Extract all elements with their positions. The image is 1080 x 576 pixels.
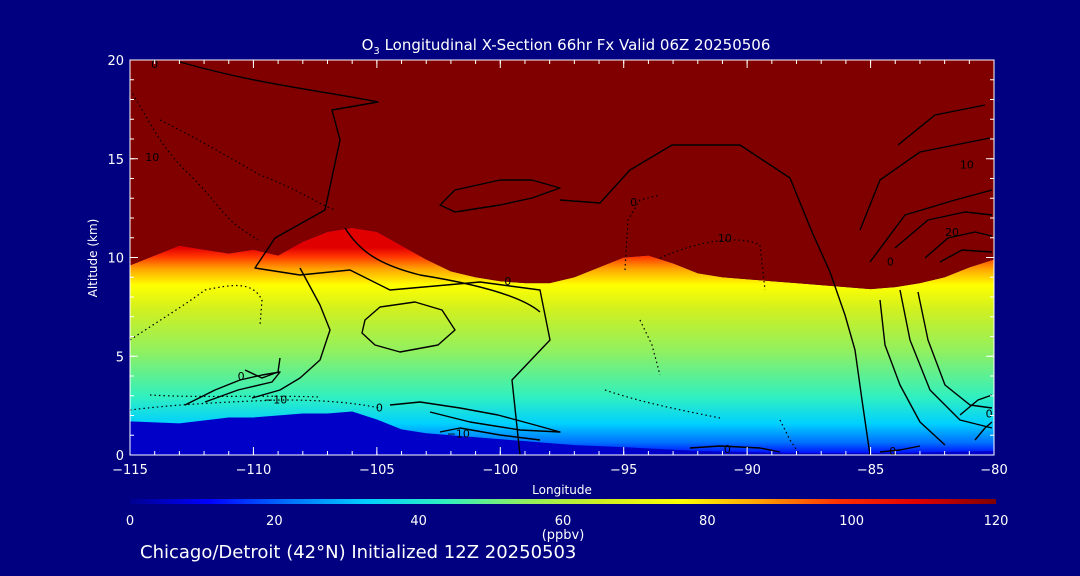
x-tick-label: −105 [359, 463, 395, 478]
x-tick-label: −115 [112, 463, 148, 478]
y-tick-label: 5 [116, 350, 124, 365]
x-axis-label: Longitude [532, 483, 592, 497]
contour-label: 0 [724, 443, 731, 456]
contour-line [939, 249, 993, 263]
colorbar-label: (ppbv) [542, 528, 585, 543]
contour-line [439, 427, 541, 441]
ozone-anomaly-contours [179, 61, 993, 455]
contour-label: 0 [238, 370, 245, 383]
colorbar-tick-label: 120 [984, 514, 1009, 529]
contour-label: 10 [718, 232, 732, 245]
contour-line [894, 211, 993, 249]
contour-label: 10 [145, 151, 159, 164]
x-tick-label: −110 [236, 463, 272, 478]
contour-line [689, 445, 781, 453]
contour-line [899, 289, 993, 429]
colorbar-tick-label: 80 [699, 514, 716, 529]
y-tick-label: 15 [107, 153, 124, 168]
colorbar-tick-label: 40 [410, 514, 427, 529]
contour-line [924, 231, 993, 259]
contour-line [439, 179, 561, 213]
title-species-subscript: 3 [373, 46, 379, 57]
y-tick-label: 10 [107, 252, 124, 267]
y-tick-label: 20 [107, 54, 124, 69]
contour-line [639, 319, 661, 376]
contour-line [149, 394, 321, 398]
x-tick-label: −95 [610, 463, 637, 478]
colorbar-tick-label: 100 [839, 514, 864, 529]
contour-label: 0 [887, 255, 894, 268]
contour-line [244, 357, 281, 379]
contour-label: 10 [960, 159, 974, 172]
contour-line [869, 189, 993, 263]
contour-label: −10 [264, 394, 287, 407]
x-tick-label: −100 [482, 463, 518, 478]
x-tick-label: −80 [980, 463, 1007, 478]
contour-line [130, 399, 381, 411]
contour-line [184, 371, 281, 406]
contour-line [130, 284, 263, 341]
contour-labels: 0 10 0 0 10 0 10 20 0 −10 0 −10 0 0 0 [145, 58, 993, 458]
contour-line [251, 267, 331, 399]
contour-line [859, 137, 991, 231]
y-tick-label: 0 [116, 449, 124, 464]
y-axis-label: Altitude (km) [86, 219, 100, 298]
contour-line [959, 394, 993, 416]
contour-label: 20 [945, 226, 959, 239]
contour-line [879, 299, 946, 446]
contour-line [361, 301, 456, 353]
colorbar-tick-label: 0 [126, 514, 134, 529]
x-axis: −115 −110 −105 −100 −95 −90 −85 −80 [112, 60, 1008, 478]
footer-caption: Chicago/Detroit (42°N) Initialized 12Z 2… [140, 542, 577, 563]
contour-label: 0 [376, 402, 383, 415]
contour-line [897, 104, 986, 146]
ozone-anomaly-dotted-contours [130, 89, 801, 455]
x-tick-label: −85 [857, 463, 884, 478]
contour-label: −10 [447, 427, 470, 440]
contour-line [917, 291, 993, 409]
colorbar-tick-label: 20 [266, 514, 283, 529]
contour-line [974, 421, 993, 441]
contour-label: 0 [151, 58, 158, 71]
title-rest: Longitudinal X-Section 66hr Fx Valid 06Z… [380, 36, 771, 54]
colorbar-gradient [130, 499, 996, 504]
contour-line [130, 89, 259, 241]
contour-line [559, 144, 871, 455]
chart-title: O3 Longitudinal X-Section 66hr Fx Valid … [362, 36, 771, 57]
contour-label: 0 [889, 445, 896, 458]
contour-line [179, 61, 551, 455]
colorbar-tick-label: 60 [555, 514, 572, 529]
plot-area: 0 10 0 0 10 0 10 20 0 −10 0 −10 0 0 0 [130, 58, 994, 458]
contour-line [879, 445, 921, 453]
title-species: O [362, 36, 374, 54]
x-tick-label: −90 [733, 463, 760, 478]
ozone-troposphere-field [130, 227, 994, 455]
ozone-boundary-layer-field [130, 411, 994, 455]
ozone-stratosphere-field [130, 60, 994, 290]
colorbar-ticks: 0 20 40 60 80 100 120 [126, 514, 1009, 529]
contour-label: 0 [504, 275, 511, 288]
contour-line [344, 227, 541, 313]
contour-line [389, 401, 561, 433]
contour-label: 0 [630, 196, 637, 209]
contour-label: 0 [986, 408, 993, 421]
y-axis: 0 5 10 15 20 [107, 54, 994, 464]
colorbar: 0 20 40 60 80 100 120 (ppbv) [126, 499, 1009, 543]
